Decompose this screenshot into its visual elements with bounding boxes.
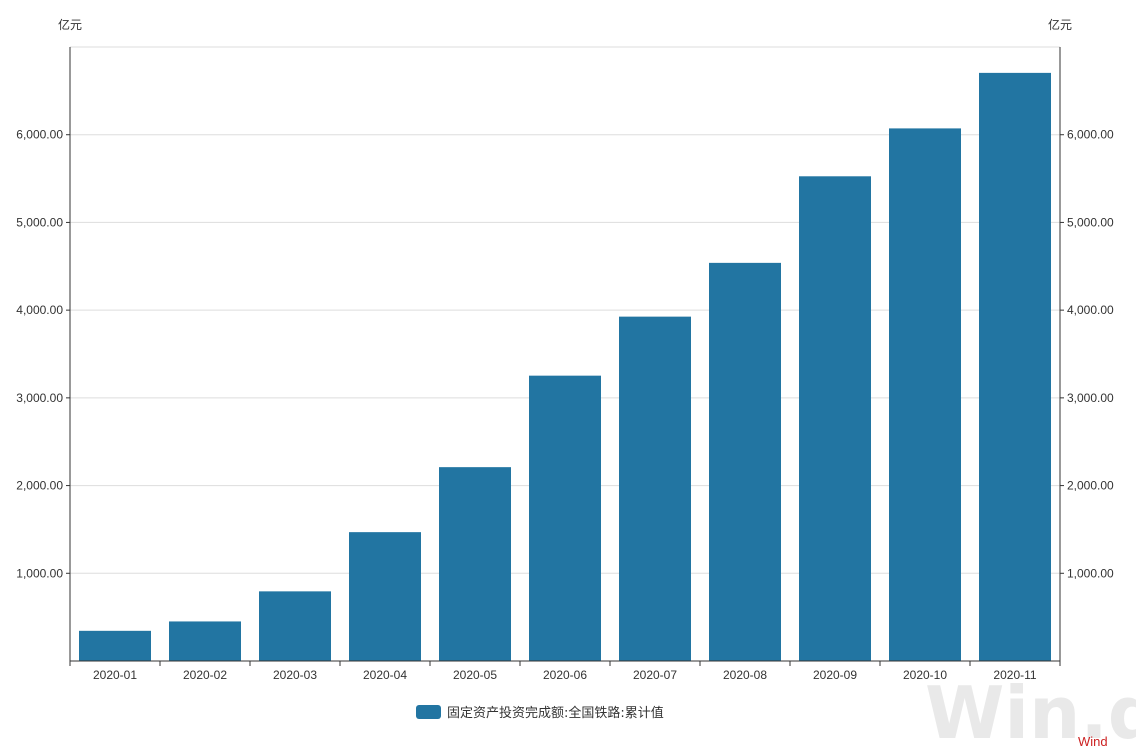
bar xyxy=(709,262,781,661)
right-tick-label: 2,000.00 xyxy=(1067,479,1114,493)
bar xyxy=(169,621,241,661)
x-tick-label: 2020-11 xyxy=(993,668,1036,682)
watermark: Win.d Wind xyxy=(925,671,1136,754)
legend-swatch xyxy=(416,705,441,719)
right-unit-label: 亿元 xyxy=(1048,17,1072,32)
left-tick-label: 5,000.00 xyxy=(16,215,63,229)
watermark-label: Wind xyxy=(1078,734,1108,749)
bar xyxy=(529,375,601,661)
x-tick-label: 2020-10 xyxy=(903,668,947,682)
bar xyxy=(799,176,871,661)
left-unit-label: 亿元 xyxy=(58,17,82,32)
right-tick-label: 3,000.00 xyxy=(1067,391,1114,405)
left-tick-label: 4,000.00 xyxy=(16,303,63,317)
bar xyxy=(889,128,961,661)
right-tick-label: 6,000.00 xyxy=(1067,128,1114,142)
bar xyxy=(979,72,1051,661)
x-tick-label: 2020-05 xyxy=(453,668,497,682)
x-tick-label: 2020-03 xyxy=(273,668,317,682)
bars xyxy=(79,72,1051,661)
x-tick-label: 2020-04 xyxy=(363,668,407,682)
x-tick-label: 2020-01 xyxy=(93,668,137,682)
legend: 固定资产投资完成额:全国铁路:累计值 xyxy=(416,705,664,721)
x-tick-label: 2020-07 xyxy=(633,668,677,682)
left-y-axis-ticks: 1,000.00 2,000.00 3,000.00 4,000.00 5,000.00… xyxy=(16,128,70,580)
bar xyxy=(79,630,151,661)
right-tick-label: 5,000.00 xyxy=(1067,215,1114,229)
right-tick-label: 1,000.00 xyxy=(1067,566,1114,580)
axes xyxy=(69,47,1061,662)
right-y-axis-ticks: 1,000.00 2,000.00 3,000.00 4,000.00 5,000.00… xyxy=(1060,128,1114,580)
bar xyxy=(259,591,331,661)
bar xyxy=(619,316,691,661)
x-tick-label: 2020-08 xyxy=(723,668,767,682)
watermark-logo: Win.d xyxy=(925,671,1136,754)
x-tick-label: 2020-06 xyxy=(543,668,587,682)
left-tick-label: 2,000.00 xyxy=(16,479,63,493)
bar xyxy=(439,467,511,661)
x-tick-label: 2020-02 xyxy=(183,668,227,682)
left-tick-label: 1,000.00 xyxy=(16,566,63,580)
left-tick-label: 3,000.00 xyxy=(16,391,63,405)
x-tick-label: 2020-09 xyxy=(813,668,857,682)
left-tick-label: 6,000.00 xyxy=(16,128,63,142)
x-axis-ticks: 2020-01 2020-02 2020-03 2020-04 2020-05 2020-… xyxy=(69,661,1061,682)
legend-label: 固定资产投资完成额:全国铁路:累计值 xyxy=(447,705,664,721)
right-tick-label: 4,000.00 xyxy=(1067,303,1114,317)
bar xyxy=(349,532,421,661)
